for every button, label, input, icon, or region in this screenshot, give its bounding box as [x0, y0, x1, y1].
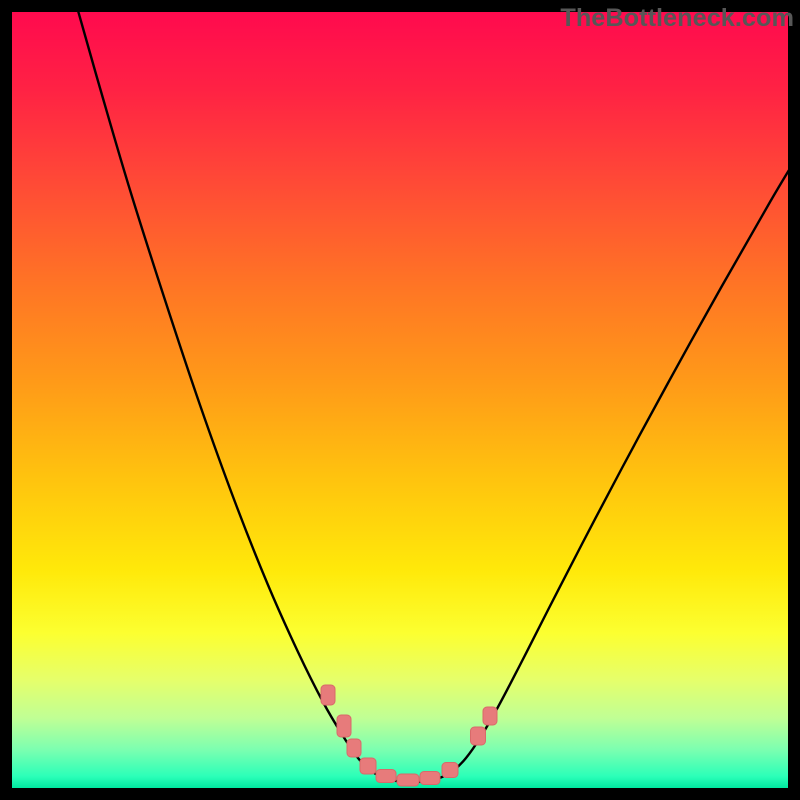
data-marker [360, 758, 376, 774]
data-marker [483, 707, 497, 725]
chart-container: TheBottleneck.com [0, 0, 800, 800]
data-marker [397, 774, 419, 786]
data-marker [321, 685, 335, 705]
data-marker [420, 772, 440, 785]
watermark-text: TheBottleneck.com [560, 4, 794, 33]
data-marker [347, 739, 361, 757]
data-marker [337, 715, 351, 737]
curve-overlay [0, 0, 800, 800]
data-marker [471, 727, 486, 745]
data-marker [442, 763, 458, 778]
bottleneck-curve [75, 0, 800, 782]
data-marker [376, 770, 396, 783]
